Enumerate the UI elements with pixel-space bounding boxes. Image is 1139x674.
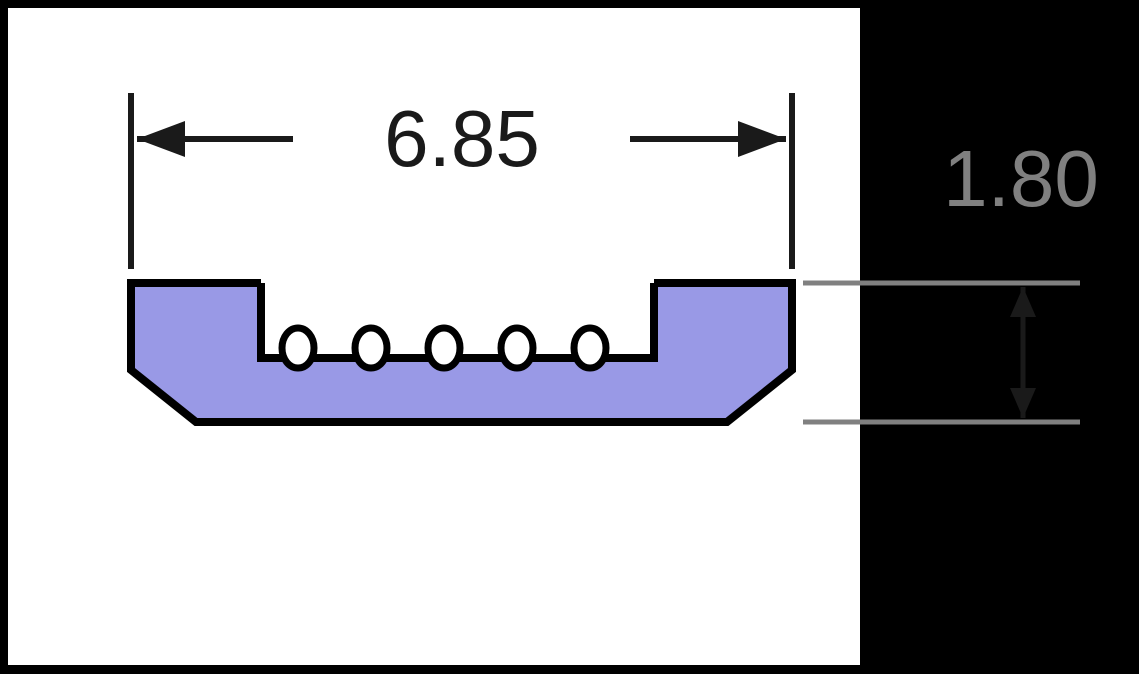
diagram-canvas: 6.85 1.80: [0, 0, 1139, 674]
connector-pin: [355, 328, 387, 368]
height-arrow: [1010, 287, 1036, 418]
height-dimension-label: 1.80: [943, 134, 1099, 223]
width-dimension-label: 6.85: [384, 94, 540, 183]
connector-pin: [282, 328, 314, 368]
connector-pin: [428, 328, 460, 368]
connector-pin: [574, 328, 606, 368]
width-arrow-right: [630, 121, 786, 157]
width-arrow-left: [137, 121, 293, 157]
connector-pin: [501, 328, 533, 368]
diagram-svg: 6.85 1.80: [0, 0, 1139, 674]
